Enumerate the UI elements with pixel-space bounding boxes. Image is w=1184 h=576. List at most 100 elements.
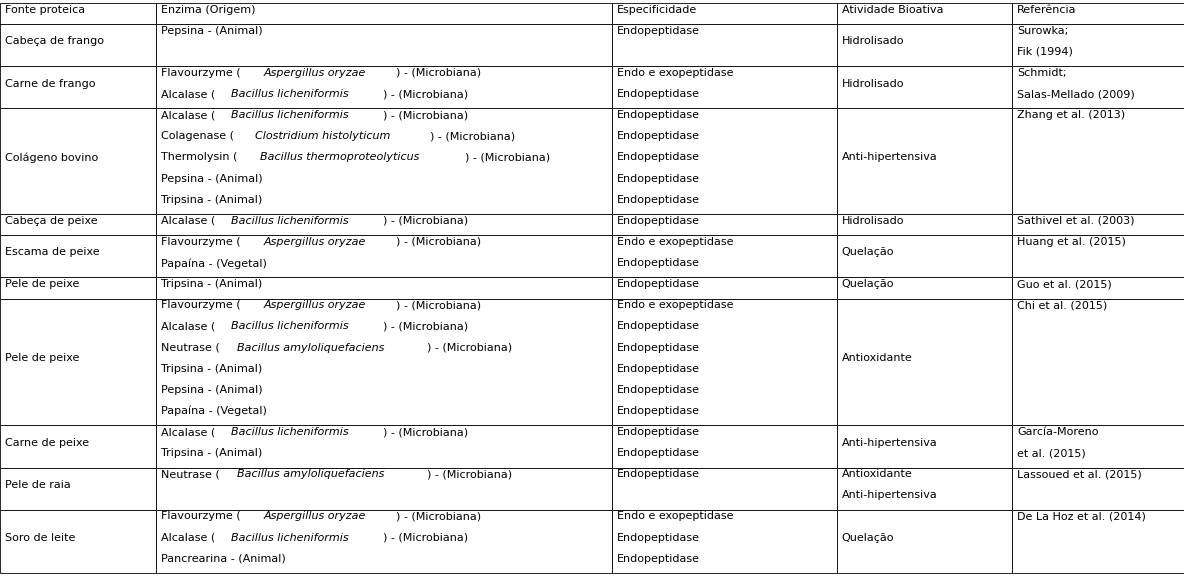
Text: ) - (Microbiana): ) - (Microbiana): [395, 511, 481, 521]
Bar: [612, 298, 837, 425]
Text: García-Moreno: García-Moreno: [1017, 427, 1099, 437]
Text: Aspergillus oryzae: Aspergillus oryzae: [264, 511, 366, 521]
Bar: [156, 24, 612, 66]
Text: Aspergillus oryzae: Aspergillus oryzae: [264, 300, 366, 310]
Text: Zhang et al. (2013): Zhang et al. (2013): [1017, 110, 1125, 120]
Bar: [0, 108, 156, 214]
Text: Antioxidante: Antioxidante: [842, 469, 913, 479]
Text: Aspergillus oryzae: Aspergillus oryzae: [264, 237, 366, 247]
Text: Endopeptidase: Endopeptidase: [617, 321, 700, 331]
Text: Fonte proteica: Fonte proteica: [5, 5, 85, 14]
Text: Atividade Bioativa: Atividade Bioativa: [842, 5, 944, 14]
Bar: [1012, 24, 1184, 66]
Text: ) - (Microbiana): ) - (Microbiana): [465, 153, 551, 162]
Bar: [0, 66, 156, 108]
Text: Papaína - (Vegetal): Papaína - (Vegetal): [161, 406, 266, 416]
Bar: [0, 24, 156, 66]
Bar: [612, 214, 837, 235]
Text: ) - (Microbiana): ) - (Microbiana): [382, 110, 468, 120]
Bar: [0, 298, 156, 425]
Text: Endopeptidase: Endopeptidase: [617, 153, 700, 162]
Text: Endopeptidase: Endopeptidase: [617, 216, 700, 226]
Text: Neutrase (: Neutrase (: [161, 469, 220, 479]
Bar: [837, 235, 1012, 278]
Bar: [156, 66, 612, 108]
Text: Chi et al. (2015): Chi et al. (2015): [1017, 300, 1107, 310]
Bar: [1012, 214, 1184, 235]
Bar: [837, 298, 1012, 425]
Text: ) - (Microbiana): ) - (Microbiana): [382, 321, 468, 331]
Text: Huang et al. (2015): Huang et al. (2015): [1017, 237, 1126, 247]
Text: ) - (Microbiana): ) - (Microbiana): [382, 533, 468, 543]
Text: Clostridium histolyticum: Clostridium histolyticum: [256, 131, 391, 141]
Bar: [1012, 66, 1184, 108]
Text: Endopeptidase: Endopeptidase: [617, 448, 700, 458]
Text: Endopeptidase: Endopeptidase: [617, 343, 700, 353]
Bar: [156, 235, 612, 278]
Text: Endopeptidase: Endopeptidase: [617, 110, 700, 120]
Bar: [0, 278, 156, 298]
Text: Soro de leite: Soro de leite: [5, 533, 75, 543]
Text: Lassoued et al. (2015): Lassoued et al. (2015): [1017, 469, 1141, 479]
Text: Pancrearina - (Animal): Pancrearina - (Animal): [161, 554, 285, 564]
Text: Flavourzyme (: Flavourzyme (: [161, 511, 240, 521]
Bar: [1012, 298, 1184, 425]
Text: De La Hoz et al. (2014): De La Hoz et al. (2014): [1017, 511, 1146, 521]
Text: Endopeptidase: Endopeptidase: [617, 89, 700, 99]
Bar: [0, 425, 156, 468]
Text: Alcalase (: Alcalase (: [161, 110, 215, 120]
Text: Bacillus licheniformis: Bacillus licheniformis: [231, 533, 348, 543]
Bar: [837, 468, 1012, 510]
Text: Pepsina - (Animal): Pepsina - (Animal): [161, 26, 263, 36]
Text: Alcalase (: Alcalase (: [161, 533, 215, 543]
Text: ) - (Microbiana): ) - (Microbiana): [395, 68, 481, 78]
Text: Bacillus licheniformis: Bacillus licheniformis: [231, 427, 348, 437]
Text: Tripsina - (Animal): Tripsina - (Animal): [161, 195, 263, 204]
Bar: [156, 214, 612, 235]
Text: Alcalase (: Alcalase (: [161, 321, 215, 331]
Text: Escama de peixe: Escama de peixe: [5, 248, 99, 257]
Text: Endopeptidase: Endopeptidase: [617, 406, 700, 416]
Text: Endopeptidase: Endopeptidase: [617, 195, 700, 204]
Text: Hidrolisado: Hidrolisado: [842, 36, 905, 46]
Text: Endo e exopeptidase: Endo e exopeptidase: [617, 68, 733, 78]
Text: Fik (1994): Fik (1994): [1017, 47, 1073, 57]
Text: Bacillus licheniformis: Bacillus licheniformis: [231, 89, 348, 99]
Bar: [156, 3, 612, 24]
Text: Pele de peixe: Pele de peixe: [5, 279, 79, 289]
Text: Papaína - (Vegetal): Papaína - (Vegetal): [161, 258, 266, 268]
Text: Bacillus thermoproteolyticus: Bacillus thermoproteolyticus: [259, 153, 419, 162]
Bar: [1012, 108, 1184, 214]
Text: et al. (2015): et al. (2015): [1017, 448, 1086, 458]
Text: ) - (Microbiana): ) - (Microbiana): [382, 216, 468, 226]
Bar: [837, 66, 1012, 108]
Bar: [156, 468, 612, 510]
Text: Endo e exopeptidase: Endo e exopeptidase: [617, 237, 733, 247]
Bar: [156, 510, 612, 573]
Bar: [612, 510, 837, 573]
Bar: [1012, 278, 1184, 298]
Bar: [1012, 3, 1184, 24]
Text: Surowka;: Surowka;: [1017, 26, 1068, 36]
Bar: [837, 24, 1012, 66]
Text: Schmidt;: Schmidt;: [1017, 68, 1067, 78]
Text: Endopeptidase: Endopeptidase: [617, 173, 700, 184]
Text: Cabeça de frango: Cabeça de frango: [5, 36, 104, 46]
Text: Guo et al. (2015): Guo et al. (2015): [1017, 279, 1112, 289]
Text: Alcalase (: Alcalase (: [161, 89, 215, 99]
Text: Quelação: Quelação: [842, 533, 894, 543]
Bar: [1012, 425, 1184, 468]
Bar: [1012, 510, 1184, 573]
Text: ) - (Microbiana): ) - (Microbiana): [427, 469, 513, 479]
Text: Neutrase (: Neutrase (: [161, 343, 220, 353]
Bar: [156, 298, 612, 425]
Text: Carne de frango: Carne de frango: [5, 78, 95, 89]
Text: Antioxidante: Antioxidante: [842, 353, 913, 363]
Text: Bacillus licheniformis: Bacillus licheniformis: [231, 321, 348, 331]
Bar: [1012, 468, 1184, 510]
Bar: [0, 235, 156, 278]
Bar: [1012, 235, 1184, 278]
Bar: [156, 278, 612, 298]
Text: ) - (Microbiana): ) - (Microbiana): [382, 89, 468, 99]
Text: Cabeça de peixe: Cabeça de peixe: [5, 216, 97, 226]
